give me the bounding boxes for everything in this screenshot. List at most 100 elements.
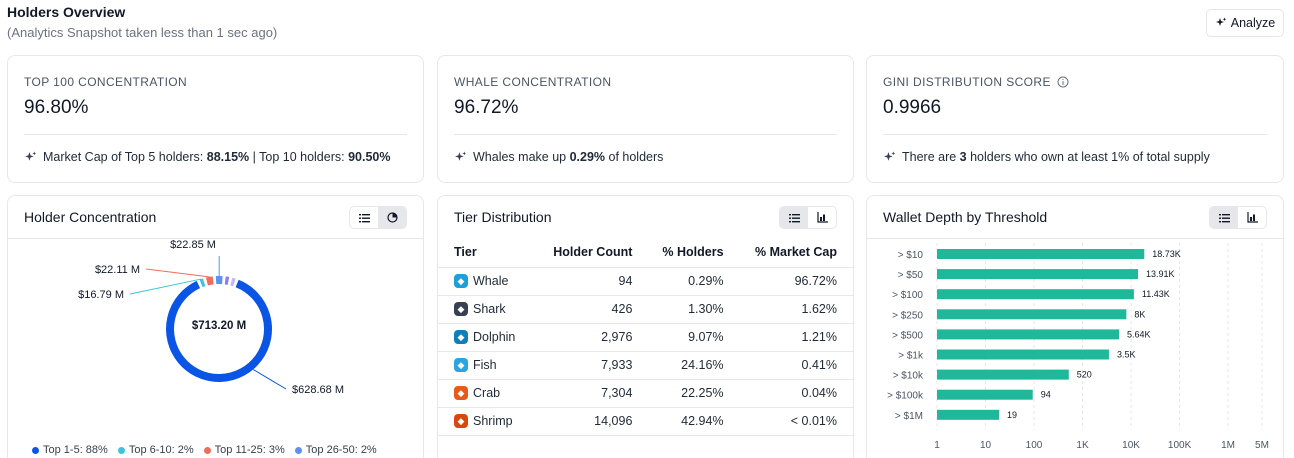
info-icon[interactable] xyxy=(1057,76,1069,88)
leader-line xyxy=(129,278,202,295)
y-tick-label: > $100 xyxy=(892,290,923,301)
legend-item[interactable]: Top 1-5: 88% xyxy=(32,444,108,456)
page-title: Holders Overview xyxy=(7,4,126,20)
list-view-button[interactable] xyxy=(1210,207,1238,228)
bar-chart-icon xyxy=(1246,212,1258,223)
x-tick-label: 1M xyxy=(1221,440,1235,451)
sparkle-icon xyxy=(1215,17,1227,26)
bar[interactable] xyxy=(937,389,1033,400)
legend-item[interactable]: Top 26-50: 2% xyxy=(294,444,377,456)
column-header[interactable]: Holder Count xyxy=(537,238,649,268)
list-view-button[interactable] xyxy=(780,207,808,228)
page-header: Holders Overview (Analytics Snapshot tak… xyxy=(7,4,277,41)
legend-label: Top 6-10: 2% xyxy=(128,444,194,456)
holders-pct-cell: 42.94% xyxy=(648,407,740,436)
y-tick-label: > $100k xyxy=(887,391,924,402)
sparkle-icon xyxy=(25,151,37,161)
market-cap-pct-cell: 0.04% xyxy=(739,379,853,408)
legend-dot xyxy=(32,446,39,454)
pie-view-button[interactable] xyxy=(378,207,406,228)
holder-count-cell: 426 xyxy=(537,295,649,324)
x-tick-label: 100K xyxy=(1168,440,1192,451)
table-row: ◆ Shark 426 1.30% 1.62% xyxy=(438,295,853,324)
column-header[interactable]: % Holders xyxy=(648,238,740,268)
bar-view-button[interactable] xyxy=(808,207,836,228)
bar[interactable] xyxy=(937,329,1119,340)
holder-concentration-title: Holder Concentration xyxy=(24,209,157,225)
top100-card: TOP 100 CONCENTRATION 96.80% Market Cap … xyxy=(7,55,424,183)
leader-line xyxy=(145,268,210,278)
bar[interactable] xyxy=(937,309,1127,320)
divider xyxy=(24,134,407,135)
column-header[interactable]: % Market Cap xyxy=(739,238,853,268)
legend-item[interactable]: Top 6-10: 2% xyxy=(117,444,194,456)
note-value: 90.50% xyxy=(348,150,391,164)
leader-line xyxy=(252,369,287,390)
column-header[interactable]: Tier xyxy=(438,238,538,268)
wallet-depth-card: Wallet Depth by Threshold 1 10 100 1K 10K 100… xyxy=(866,195,1284,458)
donut-slice[interactable] xyxy=(230,277,236,287)
tier-table: Tier Holder Count % Holders % Market Cap… xyxy=(438,238,853,436)
note-text: holders who own at least 1% of total sup… xyxy=(966,150,1210,164)
dolphin-icon: ◆ xyxy=(454,330,468,344)
analyze-button[interactable]: Analyze xyxy=(1206,9,1284,37)
tier-name: Dolphin xyxy=(473,330,516,344)
whale-icon: ◆ xyxy=(454,274,468,288)
sparkle-icon xyxy=(455,151,467,161)
donut-slice[interactable] xyxy=(205,276,214,286)
donut-slice[interactable] xyxy=(224,276,230,285)
donut-data-label: $22.85 M xyxy=(170,239,216,251)
analyze-label: Analyze xyxy=(1230,16,1276,30)
tier-name: Fish xyxy=(473,358,497,372)
legend-label: Top 26-50: 2% xyxy=(305,444,377,456)
bar-data-label: 94 xyxy=(1041,390,1051,400)
donut-center-label: $713.20 M xyxy=(192,320,246,332)
bar-data-label: 8K xyxy=(1134,309,1145,319)
x-tick-label: 100 xyxy=(1026,440,1043,451)
tier-distribution-title: Tier Distribution xyxy=(454,209,552,225)
list-icon xyxy=(1218,213,1230,222)
crab-icon: ◆ xyxy=(454,386,468,400)
legend-dot xyxy=(117,446,125,454)
holder-count-cell: 94 xyxy=(537,267,649,296)
note-text: | Top 10 holders: xyxy=(249,150,349,164)
bar-chart-icon xyxy=(816,212,828,223)
holders-pct-cell: 22.25% xyxy=(648,379,740,408)
legend-dot xyxy=(203,446,211,454)
tier-name: Shark xyxy=(473,302,506,316)
legend-item[interactable]: Top 11-25: 3% xyxy=(203,444,285,456)
note-text: There are xyxy=(902,150,960,164)
donut-slice[interactable] xyxy=(166,279,272,382)
bar[interactable] xyxy=(937,289,1134,300)
bar[interactable] xyxy=(937,349,1109,360)
table-row: ◆ Fish 7,933 24.16% 0.41% xyxy=(438,351,853,380)
table-row: ◆ Crab 7,304 22.25% 0.04% xyxy=(438,379,853,408)
y-tick-label: > $1k xyxy=(898,351,924,362)
top100-note: Market Cap of Top 5 holders: 88.15% | To… xyxy=(24,150,390,164)
holder-count-cell: 7,933 xyxy=(537,351,649,380)
tier-name: Crab xyxy=(473,386,501,400)
tier-name: Whale xyxy=(473,274,509,288)
market-cap-pct-cell: 96.72% xyxy=(739,267,853,296)
bar[interactable] xyxy=(937,369,1069,380)
bar[interactable] xyxy=(937,409,1000,420)
gini-label: GINI DISTRIBUTION SCORE xyxy=(883,75,1069,89)
bar[interactable] xyxy=(937,249,1145,259)
bar[interactable] xyxy=(937,269,1139,280)
tier-cell: ◆ Dolphin xyxy=(438,323,538,352)
page-subtitle: (Analytics Snapshot taken less than 1 se… xyxy=(7,25,278,40)
y-tick-label: > $10k xyxy=(893,371,924,382)
market-cap-pct-cell: 1.62% xyxy=(739,295,853,324)
view-toggle xyxy=(349,206,407,229)
market-cap-pct-cell: 0.41% xyxy=(739,351,853,380)
holders-pct-cell: 0.29% xyxy=(648,267,740,296)
wallet-depth-chart: 1 10 100 1K 10K 100K 1M 5M > $10 18.73K > $50 13.91… xyxy=(887,243,1269,451)
donut-data-label: $16.79 M xyxy=(78,289,124,301)
y-tick-label: > $500 xyxy=(892,330,923,341)
bar-view-button[interactable] xyxy=(1238,207,1266,228)
list-view-button[interactable] xyxy=(350,207,378,228)
divider xyxy=(8,238,423,239)
whale-label: WHALE CONCENTRATION xyxy=(454,75,612,89)
donut-slice[interactable] xyxy=(199,278,206,288)
holder-count-cell: 2,976 xyxy=(537,323,649,352)
